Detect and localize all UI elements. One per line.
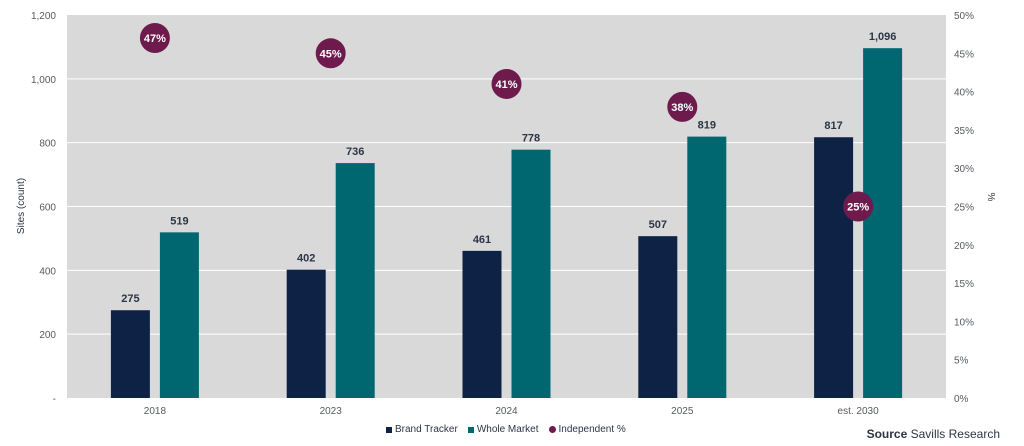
- x-tick-label: 2024: [495, 406, 518, 417]
- y2-tick-label: 45%: [954, 49, 974, 60]
- y2-tick-label: 35%: [954, 126, 974, 137]
- percent-marker-label: 25%: [847, 202, 869, 214]
- y2-tick-label: 40%: [954, 88, 974, 99]
- percent-marker: [843, 191, 874, 222]
- bar-value-label: 275: [121, 293, 139, 305]
- y-tick-label: 1,000: [31, 75, 56, 86]
- y-tick-label: 600: [39, 203, 56, 214]
- bar-value-label: 461: [473, 234, 491, 246]
- bar-value-label: 1,096: [869, 31, 897, 43]
- bar-whole-market: [687, 136, 727, 399]
- y-tick-label: 400: [39, 266, 56, 277]
- bar-value-label: 519: [170, 215, 188, 227]
- y2-tick-label: 50%: [954, 11, 974, 22]
- y-tick-label: 800: [39, 139, 56, 150]
- bar-whole-market: [863, 48, 903, 399]
- y2-tick-label: 0%: [954, 394, 969, 405]
- bar-brand-tracker: [638, 236, 678, 398]
- bar-brand-tracker: [110, 310, 150, 398]
- legend-swatch-independent: [548, 426, 556, 433]
- percent-marker: [667, 91, 698, 122]
- percent-marker: [139, 22, 170, 53]
- x-tick-label: 2018: [144, 406, 167, 417]
- x-axis-ticks: 2018 2023 2024 2025 est. 2030: [144, 406, 879, 417]
- bar-value-label: 402: [297, 253, 315, 265]
- y-tick-label: 200: [39, 330, 56, 341]
- bar-value-label: 507: [649, 219, 667, 231]
- gridlines: [67, 78, 946, 335]
- bar-whole-market: [511, 149, 551, 398]
- legend-label: Brand Tracker: [395, 424, 458, 435]
- y-tick-label: -: [53, 394, 56, 405]
- source-credit: Source Savills Research: [867, 427, 1000, 441]
- percent-marker-label: 41%: [495, 79, 517, 91]
- legend: Brand Tracker Whole Market Independent %: [386, 424, 626, 435]
- bar-whole-market: [159, 232, 199, 398]
- bar-value-label: 817: [824, 120, 842, 132]
- left-axis-ticks: - 200 400 600 800 1,000 1,200: [31, 11, 56, 405]
- percent-marker: [491, 68, 522, 99]
- x-tick-label: est. 2030: [838, 406, 880, 417]
- right-axis-ticks: 0% 5% 10% 15% 20% 25% 30% 35% 40% 45% 50%: [954, 11, 974, 405]
- percent-marker: [315, 38, 346, 69]
- legend-item-whole-market[interactable]: Whole Market: [467, 424, 539, 435]
- x-tick-label: 2023: [320, 406, 343, 417]
- bars: 275 519 402 736 461 778 507 819 817 1,096: [110, 31, 903, 399]
- right-axis-title: %: [985, 193, 996, 202]
- y-tick-label: 1,200: [31, 11, 56, 22]
- bar-brand-tracker: [462, 250, 502, 398]
- left-axis-title: Sites (count): [16, 178, 27, 234]
- legend-swatch-brand-tracker: [386, 426, 392, 433]
- bar-whole-market: [335, 163, 375, 398]
- legend-item-brand-tracker[interactable]: Brand Tracker: [386, 424, 458, 435]
- percent-marker-label: 47%: [144, 33, 166, 45]
- y2-tick-label: 20%: [954, 241, 974, 252]
- y2-tick-label: 25%: [954, 203, 974, 214]
- y2-tick-label: 15%: [954, 279, 974, 290]
- source-prefix: Source: [866, 427, 908, 441]
- legend-label: Independent %: [558, 424, 626, 435]
- source-text: Savills Research: [910, 427, 1000, 441]
- bar-brand-tracker: [286, 269, 326, 398]
- percent-markers: 47% 45% 41% 38% 25%: [139, 22, 874, 222]
- legend-item-independent[interactable]: Independent %: [548, 424, 626, 435]
- percent-marker-label: 45%: [320, 48, 342, 60]
- bar-brand-tracker: [814, 137, 854, 398]
- bar-value-label: 736: [346, 146, 364, 158]
- legend-label: Whole Market: [476, 424, 539, 435]
- x-tick-label: 2025: [671, 406, 694, 417]
- bar-value-label: 778: [522, 133, 540, 145]
- y2-tick-label: 5%: [954, 356, 969, 367]
- legend-swatch-whole-market: [467, 426, 474, 433]
- bar-value-label: 819: [698, 120, 716, 132]
- percent-marker-label: 38%: [671, 102, 693, 114]
- y2-tick-label: 10%: [954, 317, 974, 328]
- y2-tick-label: 30%: [954, 164, 974, 175]
